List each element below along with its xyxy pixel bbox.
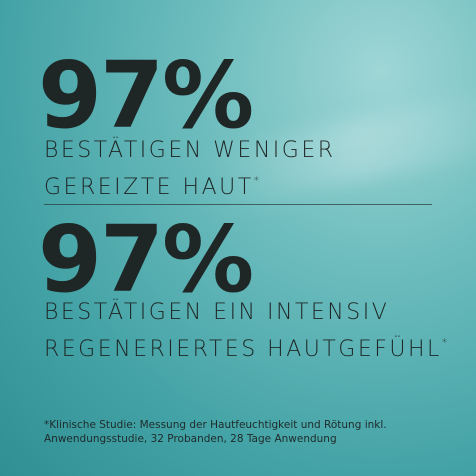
claim-figure: 97% [38,206,254,313]
footnote-mark: * [253,174,260,187]
footnote-mark: * [441,336,448,349]
claim-line: GEREIZTE HAUT* [44,168,259,201]
claim-line: BESTÄTIGEN EIN INTENSIV [44,300,390,325]
claim-text: GEREIZTE HAUT [44,175,254,200]
claim-line: BESTÄTIGEN WENIGER [44,138,336,163]
claim-figure: 97% [38,42,254,149]
footnote: *Klinische Studie: Messung der Hautfeuch… [44,419,387,431]
claim-line: REGENERIERTES HAUTGEFÜHL* [44,330,447,363]
divider [44,204,432,205]
claim-text: REGENERIERTES HAUTGEFÜHL [44,337,442,362]
footnote: Anwendungsstudie, 32 Probanden, 28 Tage … [44,433,337,445]
